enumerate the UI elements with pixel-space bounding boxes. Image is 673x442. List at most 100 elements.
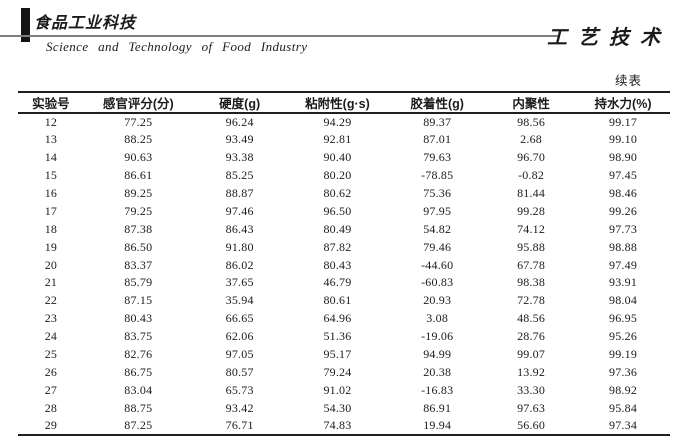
value-cell: 98.90 — [609, 150, 638, 165]
value-cell: 93.91 — [609, 275, 638, 290]
value-cell: 33.30 — [517, 382, 546, 397]
value-cell: 99.17 — [609, 114, 638, 129]
continued-table-label: 续表 — [614, 74, 642, 88]
experiment-number-cell: 22 — [44, 293, 58, 308]
value-cell: 93.38 — [225, 150, 254, 165]
value-cell: 76.71 — [225, 418, 254, 433]
experiment-number-cell: 13 — [44, 132, 58, 147]
value-cell: 74.12 — [517, 221, 546, 236]
value-cell: 80.20 — [323, 168, 352, 183]
value-cell: 94.99 — [423, 347, 452, 362]
experiment-number-cell: 16 — [44, 186, 58, 200]
table-row: 19 86.50 91.80 87.82 79.46 95.88 98.88 — [18, 238, 670, 256]
table-row: 22 87.15 35.94 80.61 20.93 72.78 98.04 — [18, 292, 670, 310]
experiment-number-cell: 29 — [44, 418, 58, 433]
value-cell: 80.57 — [225, 364, 254, 379]
table-row: 20 83.37 86.02 80.43 -44.60 67.78 97.49 — [18, 256, 670, 274]
value-cell: 90.63 — [124, 150, 153, 165]
value-cell: 28.76 — [517, 329, 546, 344]
experiment-number-cell: 21 — [44, 275, 58, 290]
value-cell: 91.80 — [225, 239, 254, 254]
experiment-number-cell: 27 — [44, 382, 58, 397]
value-cell: -78.85 — [421, 168, 454, 183]
value-cell: 51.36 — [323, 329, 352, 344]
value-cell: 98.04 — [609, 293, 638, 308]
value-cell: 88.25 — [124, 132, 153, 147]
value-cell: 80.61 — [323, 293, 352, 308]
header-row: 实验号 感官评分(分) 硬度(g) 粘附性(g·s) 胶着性(g) 内聚性 持水… — [18, 92, 670, 114]
experiment-number-cell: 28 — [44, 400, 58, 415]
value-cell: 48.56 — [517, 311, 546, 326]
value-cell: 35.94 — [225, 293, 254, 308]
value-cell: 80.62 — [323, 186, 352, 200]
value-cell: 99.26 — [609, 203, 638, 218]
column-header-experiment-number: 实验号 — [18, 92, 84, 114]
table-row: 21 85.79 37.65 46.79 -60.83 98.38 93.91 — [18, 274, 670, 292]
experiment-number-cell: 15 — [44, 168, 58, 183]
value-cell: 86.75 — [124, 364, 153, 379]
value-cell: 86.43 — [225, 221, 254, 236]
experiment-number-cell: 19 — [44, 239, 58, 254]
experiment-number-cell: 26 — [44, 364, 58, 379]
value-cell: 98.88 — [609, 239, 638, 254]
value-cell: -16.83 — [421, 382, 454, 397]
value-cell: 97.95 — [423, 203, 452, 218]
value-cell: 75.36 — [423, 186, 452, 200]
value-cell: 89.25 — [124, 186, 153, 200]
table-row: 17 79.25 97.46 96.50 97.95 99.28 99.26 — [18, 202, 670, 220]
value-cell: 94.29 — [323, 114, 352, 129]
logo-bar-decoration — [21, 8, 30, 42]
value-cell: 54.82 — [423, 221, 452, 236]
value-cell: 80.49 — [323, 221, 352, 236]
table-row: 18 87.38 86.43 80.49 54.82 74.12 97.73 — [18, 220, 670, 238]
value-cell: 87.82 — [323, 239, 352, 254]
value-cell: 74.83 — [323, 418, 352, 433]
value-cell: 97.46 — [225, 203, 254, 218]
value-cell: 99.19 — [609, 347, 638, 362]
value-cell: 72.78 — [517, 293, 546, 308]
value-cell: 62.06 — [225, 329, 254, 344]
value-cell: 96.95 — [609, 311, 638, 326]
value-cell: 91.02 — [323, 382, 352, 397]
value-cell: 86.61 — [124, 168, 153, 183]
value-cell: -19.06 — [421, 329, 454, 344]
section-title: 工艺技术 — [547, 27, 671, 49]
column-header-water-holding: 持水力(%) — [576, 92, 670, 114]
value-cell: 79.63 — [423, 150, 452, 165]
value-cell: -60.83 — [421, 275, 454, 290]
results-table-header: 实验号 感官评分(分) 硬度(g) 粘附性(g·s) 胶着性(g) 内聚性 持水… — [18, 92, 670, 114]
value-cell: 66.65 — [225, 311, 254, 326]
value-cell: 87.25 — [124, 418, 153, 433]
value-cell: 95.17 — [323, 347, 352, 362]
value-cell: 65.73 — [225, 382, 254, 397]
value-cell: 56.60 — [517, 418, 546, 433]
experiment-number-cell: 14 — [44, 150, 58, 165]
value-cell: 67.78 — [517, 257, 546, 272]
value-cell: 13.92 — [517, 364, 546, 379]
value-cell: 87.01 — [423, 132, 452, 147]
value-cell: 93.49 — [225, 132, 254, 147]
value-cell: 79.25 — [124, 203, 153, 218]
value-cell: 79.46 — [423, 239, 452, 254]
table-row: 12 77.25 96.24 94.29 89.37 98.56 99.17 — [18, 113, 670, 131]
value-cell: 98.38 — [517, 275, 546, 290]
value-cell: 98.92 — [609, 382, 638, 397]
value-cell: 96.50 — [323, 203, 352, 218]
journal-name-english: Science and Technology of Food Industry — [46, 39, 308, 54]
value-cell: 88.75 — [124, 400, 153, 415]
value-cell: 20.93 — [423, 293, 452, 308]
value-cell: 79.24 — [323, 364, 352, 379]
value-cell: 64.96 — [323, 311, 352, 326]
value-cell: 99.10 — [609, 132, 638, 147]
value-cell: 86.50 — [124, 239, 153, 254]
experiment-number-cell: 24 — [44, 329, 58, 344]
value-cell: 96.24 — [225, 114, 254, 129]
value-cell: 19.94 — [423, 418, 452, 433]
value-cell: 87.15 — [124, 293, 153, 308]
results-table: 实验号 感官评分(分) 硬度(g) 粘附性(g·s) 胶着性(g) 内聚性 持水… — [18, 91, 670, 437]
table-row: 24 83.75 62.06 51.36 -19.06 28.76 95.26 — [18, 328, 670, 346]
value-cell: 92.81 — [323, 132, 352, 147]
experiment-number-cell: 23 — [44, 311, 58, 326]
journal-logo-text: 食品工业科技 — [34, 9, 143, 37]
